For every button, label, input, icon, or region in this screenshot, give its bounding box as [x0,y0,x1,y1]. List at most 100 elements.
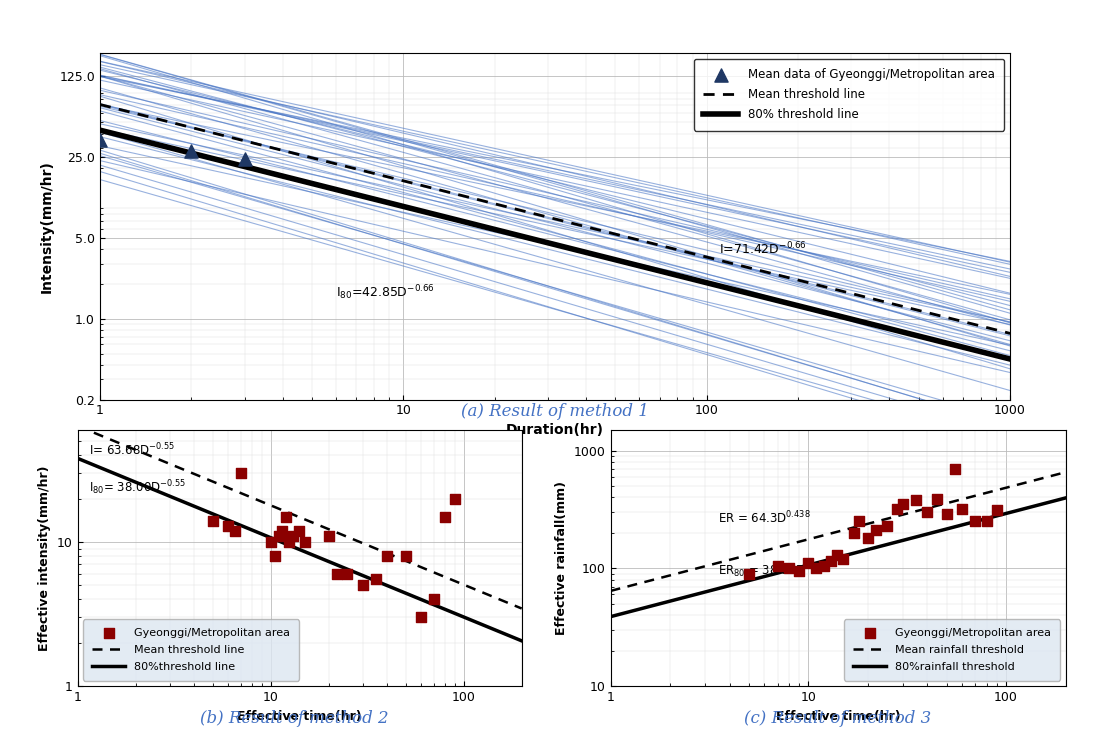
80%rainfall threshold [932,526,946,535]
Mean rainfall threshold [1059,467,1072,477]
Gyeonggi/Metropolitan area [845,527,862,539]
Gyeonggi/Metropolitan area [894,498,911,510]
Gyeonggi/Metropolitan area [270,530,287,542]
80% threshold line [531,236,544,245]
80% threshold line [586,250,599,259]
Gyeonggi/Metropolitan area [396,550,414,562]
80%threshold line [351,569,364,578]
80%rainfall threshold [658,598,672,607]
80%rainfall threshold [753,574,766,583]
Mean rainfall threshold [932,501,946,510]
Text: (a) Result of method 1: (a) Result of method 1 [461,403,649,421]
Gyeonggi/Metropolitan area [284,530,302,542]
Gyeonggi/Metropolitan area [219,520,236,532]
Gyeonggi/Metropolitan area [878,520,896,532]
Text: I$_{80}$=42.85D$^{-0.66}$: I$_{80}$=42.85D$^{-0.66}$ [336,283,435,302]
Y-axis label: Effective rainfall(mm): Effective rainfall(mm) [555,481,568,635]
Mean rainfall threshold [753,547,766,556]
80%threshold line [215,513,229,523]
Line: 80%rainfall threshold: 80%rainfall threshold [610,498,1066,617]
Gyeonggi/Metropolitan area [262,536,280,548]
80%threshold line [246,526,260,535]
Gyeonggi/Metropolitan area [799,557,817,569]
Gyeonggi/Metropolitan area [938,508,956,520]
Gyeonggi/Metropolitan area [918,506,936,518]
Line: Mean rainfall threshold: Mean rainfall threshold [610,472,1066,591]
80%threshold line [394,587,407,596]
Mean threshold line [93,100,107,109]
Text: I$_{80}$= 38.00D$^{-0.55}$: I$_{80}$= 38.00D$^{-0.55}$ [90,479,186,498]
80% threshold line [525,234,538,244]
80%threshold line [392,586,405,595]
Mean rainfall threshold [890,512,904,521]
Mean threshold line [392,553,405,562]
80% threshold line [981,349,995,358]
Text: I= 63.68D$^{-0.55}$: I= 63.68D$^{-0.55}$ [90,442,175,458]
Gyeonggi/Metropolitan area [327,568,345,580]
Mean threshold line [124,443,138,452]
Legend: Mean data of Gyeonggi/Metropolitan area, Mean threshold line, 80% threshold line: Mean data of Gyeonggi/Metropolitan area,… [694,59,1005,130]
Mean threshold line [531,210,544,219]
X-axis label: Duration(hr): Duration(hr) [506,423,604,437]
Mean threshold line [635,236,648,245]
Gyeonggi/Metropolitan area [769,559,787,572]
Gyeonggi/Metropolitan area [354,579,372,591]
Gyeonggi/Metropolitan area [266,550,284,562]
Mean threshold line [351,536,364,545]
Gyeonggi/Metropolitan area [425,593,443,605]
Y-axis label: Effective intensity(mm/hr): Effective intensity(mm/hr) [39,465,51,651]
Mean data of Gyeonggi/Metropolitan area [182,146,200,158]
Gyeonggi/Metropolitan area [740,568,758,580]
Gyeonggi/Metropolitan area [377,550,395,562]
80%rainfall threshold [1059,493,1072,502]
Text: I=71.42D$^{-0.66}$: I=71.42D$^{-0.66}$ [719,241,807,258]
80% threshold line [635,262,648,271]
Gyeonggi/Metropolitan area [273,525,291,537]
Gyeonggi/Metropolitan area [790,565,808,577]
Text: ER$_{80}$ = 38.88D$^{0.438}$: ER$_{80}$ = 38.88D$^{0.438}$ [718,561,829,580]
Gyeonggi/Metropolitan area [859,532,877,544]
80% threshold line [839,313,852,322]
Gyeonggi/Metropolitan area [780,562,798,575]
Legend: Gyeonggi/Metropolitan area, Mean threshold line, 80%threshold line: Gyeonggi/Metropolitan area, Mean thresho… [83,620,300,681]
80%rainfall threshold [890,538,904,547]
Gyeonggi/Metropolitan area [946,463,963,475]
Gyeonggi/Metropolitan area [225,525,243,537]
Mean rainfall threshold [658,572,672,581]
Y-axis label: Intensity(mm/hr): Intensity(mm/hr) [40,160,53,293]
Mean threshold line [71,421,84,431]
Gyeonggi/Metropolitan area [953,503,971,515]
80%threshold line [71,454,84,463]
X-axis label: Effective time(hr): Effective time(hr) [238,710,362,722]
Mean threshold line [981,323,995,333]
Gyeonggi/Metropolitan area [835,553,852,565]
Mean rainfall threshold [935,500,948,509]
Gyeonggi/Metropolitan area [232,467,250,480]
Gyeonggi/Metropolitan area [907,494,925,506]
Text: (c) Result of method 3: (c) Result of method 3 [745,710,931,728]
Mean threshold line [215,481,229,490]
Mean threshold line [586,224,599,233]
Text: (b) Result of method 2: (b) Result of method 2 [200,710,388,728]
Gyeonggi/Metropolitan area [446,492,464,504]
Text: ER = 64.3D$^{0.438}$: ER = 64.3D$^{0.438}$ [718,510,810,526]
Gyeonggi/Metropolitan area [436,510,454,523]
Gyeonggi/Metropolitan area [278,510,295,523]
80%rainfall threshold [784,566,797,575]
80% threshold line [93,126,107,135]
Gyeonggi/Metropolitan area [988,504,1006,516]
80%rainfall threshold [935,526,948,535]
Line: Mean threshold line: Mean threshold line [100,105,1010,333]
Mean rainfall threshold [604,587,617,596]
Gyeonggi/Metropolitan area [815,559,832,572]
Line: 80% threshold line: 80% threshold line [100,130,1010,359]
Gyeonggi/Metropolitan area [929,492,947,504]
X-axis label: Effective time(hr): Effective time(hr) [776,710,900,722]
Gyeonggi/Metropolitan area [850,516,868,528]
Gyeonggi/Metropolitan area [295,536,313,548]
80%threshold line [124,476,138,485]
Gyeonggi/Metropolitan area [821,555,839,567]
Gyeonggi/Metropolitan area [828,549,846,561]
Gyeonggi/Metropolitan area [204,515,222,527]
Mean threshold line [246,494,260,503]
